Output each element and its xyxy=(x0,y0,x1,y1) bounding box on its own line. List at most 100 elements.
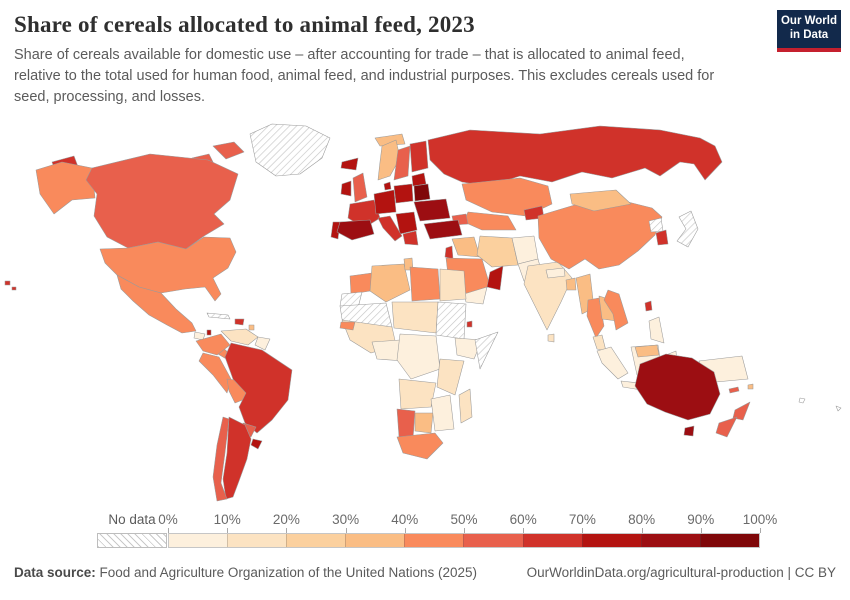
region-united-kingdom[interactable] xyxy=(352,172,368,203)
data-source-text: Food and Agriculture Organization of the… xyxy=(95,565,478,580)
region-zimbabwe-mozambique[interactable] xyxy=(430,394,455,432)
region-uruguay[interactable] xyxy=(250,438,263,450)
region-sudan[interactable] xyxy=(435,301,467,340)
region-norway[interactable] xyxy=(377,139,401,181)
region-denmark[interactable] xyxy=(383,181,392,191)
legend-bin-90%-100%[interactable] xyxy=(699,534,759,547)
region-spain[interactable] xyxy=(336,219,375,241)
legend-tick-label-40%: 40% xyxy=(391,512,419,527)
region-peru[interactable] xyxy=(198,352,232,394)
legend-bin-30%-40%[interactable] xyxy=(345,534,405,547)
legend-bin-20%-30%[interactable] xyxy=(286,534,346,547)
region-south-africa[interactable] xyxy=(396,432,444,460)
region-australia[interactable] xyxy=(634,353,721,421)
region-tasmania[interactable] xyxy=(683,425,695,437)
region-ukraine[interactable] xyxy=(413,198,451,222)
region-fiji[interactable] xyxy=(747,383,754,390)
region-united-states[interactable] xyxy=(99,236,237,302)
region-nepal[interactable] xyxy=(545,267,566,279)
region-oman[interactable] xyxy=(486,265,504,291)
region-greece[interactable] xyxy=(402,230,419,246)
region-hispaniola[interactable] xyxy=(234,318,245,326)
region-vietnam[interactable] xyxy=(603,289,629,331)
region-namibia[interactable] xyxy=(396,408,416,440)
region-morocco[interactable] xyxy=(349,272,373,295)
region-egypt[interactable] xyxy=(439,268,467,302)
region-taiwan[interactable] xyxy=(644,300,653,312)
region-iran[interactable] xyxy=(476,235,519,268)
region-new-zealand-south[interactable] xyxy=(715,416,738,438)
region-venezuela[interactable] xyxy=(220,328,259,346)
legend-bin-70%-80%[interactable] xyxy=(581,534,641,547)
region-east-africa[interactable] xyxy=(436,358,465,396)
owid-credit-link[interactable]: OurWorldinData.org/agricultural-producti… xyxy=(526,565,836,580)
region-japan[interactable] xyxy=(676,210,699,248)
region-chile[interactable] xyxy=(212,416,230,502)
region-china[interactable] xyxy=(537,199,663,270)
region-niger-chad[interactable] xyxy=(391,301,439,334)
region-portugal[interactable] xyxy=(330,221,341,240)
region-baltics[interactable] xyxy=(411,172,427,187)
legend-bin-60%-70%[interactable] xyxy=(522,534,582,547)
region-south-korea[interactable] xyxy=(655,229,669,246)
region-botswana[interactable] xyxy=(414,412,434,434)
region-belarus[interactable] xyxy=(413,183,431,202)
region-senegal[interactable] xyxy=(339,321,356,331)
region-malaysia-borneo[interactable] xyxy=(634,344,660,358)
legend-bin-80%-90%[interactable] xyxy=(640,534,700,547)
region-greenland[interactable] xyxy=(249,123,331,177)
region-libya[interactable] xyxy=(409,266,441,302)
region-finland[interactable] xyxy=(409,140,429,173)
owid-logo[interactable]: Our World in Data xyxy=(777,10,841,52)
region-new-caledonia[interactable] xyxy=(728,386,740,394)
region-ireland[interactable] xyxy=(340,180,352,197)
region-cuba[interactable] xyxy=(206,312,231,320)
region-djibouti[interactable] xyxy=(466,320,473,328)
region-belize[interactable] xyxy=(206,329,212,336)
region-sri-lanka[interactable] xyxy=(547,333,555,343)
legend-bin-40%-50%[interactable] xyxy=(404,534,464,547)
legend-bin-0%-10%[interactable] xyxy=(169,534,228,547)
region-italy[interactable] xyxy=(377,215,403,242)
region-turkey[interactable] xyxy=(423,219,463,240)
region-mexico[interactable] xyxy=(116,274,197,334)
region-hawaii[interactable] xyxy=(4,280,17,291)
legend-bin-10%-20%[interactable] xyxy=(227,534,287,547)
region-india[interactable] xyxy=(523,261,573,331)
region-philippines[interactable] xyxy=(648,316,665,344)
region-russia[interactable] xyxy=(427,125,723,187)
region-algeria[interactable] xyxy=(369,263,411,303)
region-caribbean-islands[interactable] xyxy=(248,324,255,331)
region-new-zealand-north[interactable] xyxy=(732,401,751,421)
region-bangladesh[interactable] xyxy=(565,277,577,291)
region-guyanas[interactable] xyxy=(254,336,271,351)
region-somalia[interactable] xyxy=(474,331,499,370)
region-iceland[interactable] xyxy=(340,157,359,171)
region-jordan-israel[interactable] xyxy=(444,245,454,260)
region-indonesia-sumatra[interactable] xyxy=(596,346,629,380)
region-canada[interactable] xyxy=(85,153,239,250)
region-pacific-small-islands[interactable] xyxy=(798,397,842,412)
region-yemen[interactable] xyxy=(463,286,488,305)
region-angola-zambia[interactable] xyxy=(398,378,437,410)
region-colombia[interactable] xyxy=(195,333,231,356)
region-central-asia[interactable] xyxy=(463,211,517,231)
region-svalbard[interactable] xyxy=(374,133,406,147)
region-alaska[interactable] xyxy=(35,161,96,215)
legend-bin-50%-60%[interactable] xyxy=(463,534,523,547)
region-arctic-islands-a[interactable] xyxy=(212,141,245,160)
region-madagascar[interactable] xyxy=(458,388,473,424)
region-balkans[interactable] xyxy=(395,211,418,235)
region-central-africa[interactable] xyxy=(396,333,441,380)
region-argentina[interactable] xyxy=(222,416,252,500)
region-central-europe[interactable] xyxy=(373,189,397,215)
region-mongolia[interactable] xyxy=(569,189,632,212)
region-thailand[interactable] xyxy=(586,297,605,339)
region-syria-iraq[interactable] xyxy=(451,236,481,258)
region-malaysia[interactable] xyxy=(592,334,607,352)
region-poland[interactable] xyxy=(393,183,414,204)
region-sweden[interactable] xyxy=(393,145,411,181)
subtitle-line-1: Share of cereals available for domestic … xyxy=(14,47,685,63)
region-ethiopia[interactable] xyxy=(454,337,483,360)
no-data-swatch[interactable] xyxy=(97,533,167,548)
